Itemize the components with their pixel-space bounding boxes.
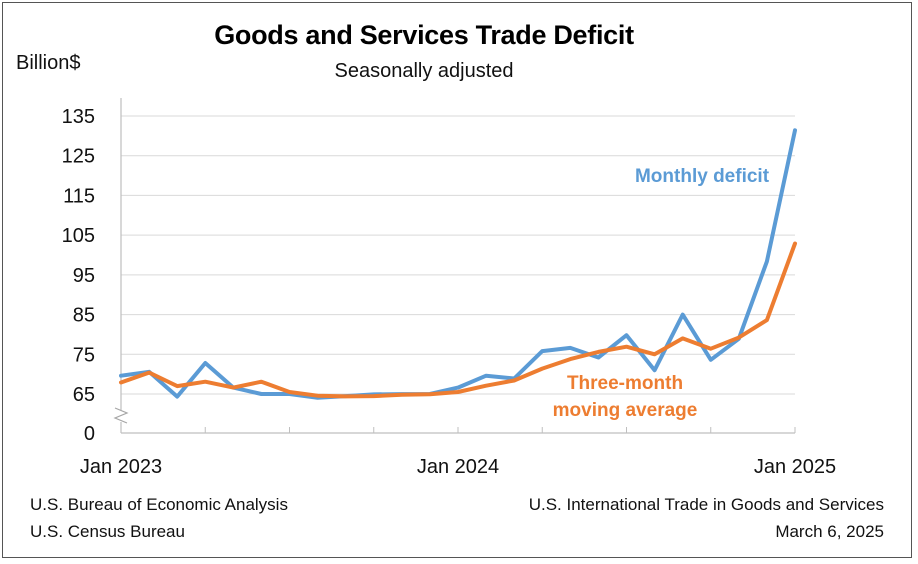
chart-subtitle: Seasonally adjusted bbox=[334, 60, 514, 82]
series-line-three-month-average bbox=[119, 241, 797, 399]
y-tick-label: 65 bbox=[73, 384, 95, 406]
y-tick-label: 105 bbox=[62, 225, 95, 247]
publication-date: March 6, 2025 bbox=[775, 522, 884, 541]
x-tick-label: Jan 2024 bbox=[417, 456, 499, 478]
source-census: U.S. Census Bureau bbox=[30, 522, 185, 541]
source-bea: U.S. Bureau of Economic Analysis bbox=[30, 495, 288, 514]
y-tick-label: 85 bbox=[73, 305, 95, 327]
x-tick-label: Jan 2023 bbox=[80, 456, 162, 478]
y-tick-label: 0 bbox=[84, 423, 95, 445]
publication-title: U.S. International Trade in Goods and Se… bbox=[528, 495, 884, 514]
axis-break-mark bbox=[113, 407, 129, 424]
y-tick-label: 115 bbox=[63, 185, 95, 207]
y-tick-label: 135 bbox=[62, 106, 95, 128]
y-tick-label: 125 bbox=[62, 146, 95, 168]
series-label-three-month-average-line2: moving average bbox=[553, 400, 698, 421]
y-tick-label: 95 bbox=[73, 265, 95, 287]
y-axis-label: Billion$ bbox=[16, 52, 81, 74]
x-tick-label: Jan 2025 bbox=[754, 456, 836, 478]
series-label-monthly-deficit: Monthly deficit bbox=[635, 166, 770, 187]
y-tick-label: 75 bbox=[73, 344, 95, 366]
series-label-three-month-average-line1: Three-month bbox=[567, 373, 683, 394]
chart-title: Goods and Services Trade Deficit bbox=[214, 20, 634, 50]
